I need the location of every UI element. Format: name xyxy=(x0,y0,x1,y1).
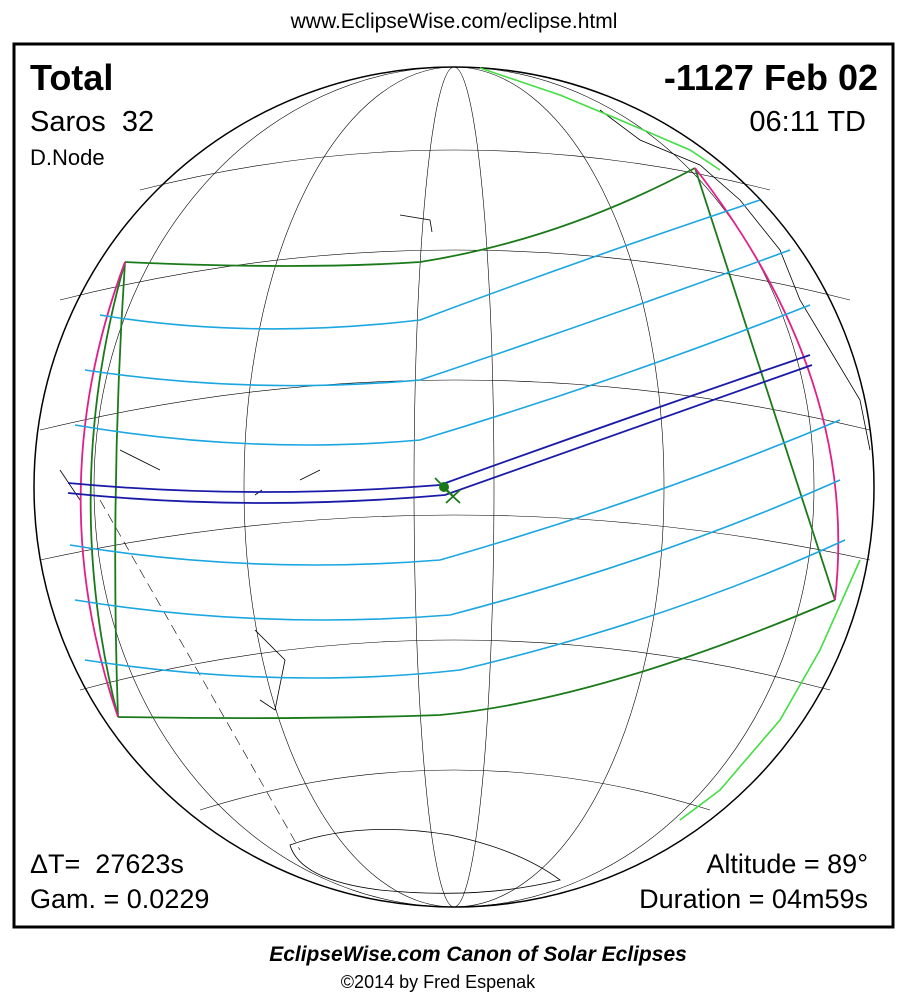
footer-credit: ©2014 by Fred Espenak xyxy=(341,972,536,992)
node: D.Node xyxy=(30,145,105,170)
gamma: Gam. = 0.0229 xyxy=(30,884,209,914)
footer-title: EclipseWise.com Canon of Solar Eclipses xyxy=(269,943,687,966)
globe xyxy=(33,66,875,908)
altitude: Altitude = 89° xyxy=(706,849,868,879)
time: 06:11 TD xyxy=(749,106,866,138)
eclipse-date: -1127 Feb 02 xyxy=(664,57,878,98)
delta-t: ΔT= 27623s xyxy=(30,849,184,879)
frame xyxy=(12,42,895,929)
eclipse-type: Total xyxy=(30,57,113,98)
url: www.EclipseWise.com/eclipse.html xyxy=(290,10,618,33)
saros: Saros 32 xyxy=(30,106,154,138)
duration: Duration = 04m59s xyxy=(639,884,868,914)
